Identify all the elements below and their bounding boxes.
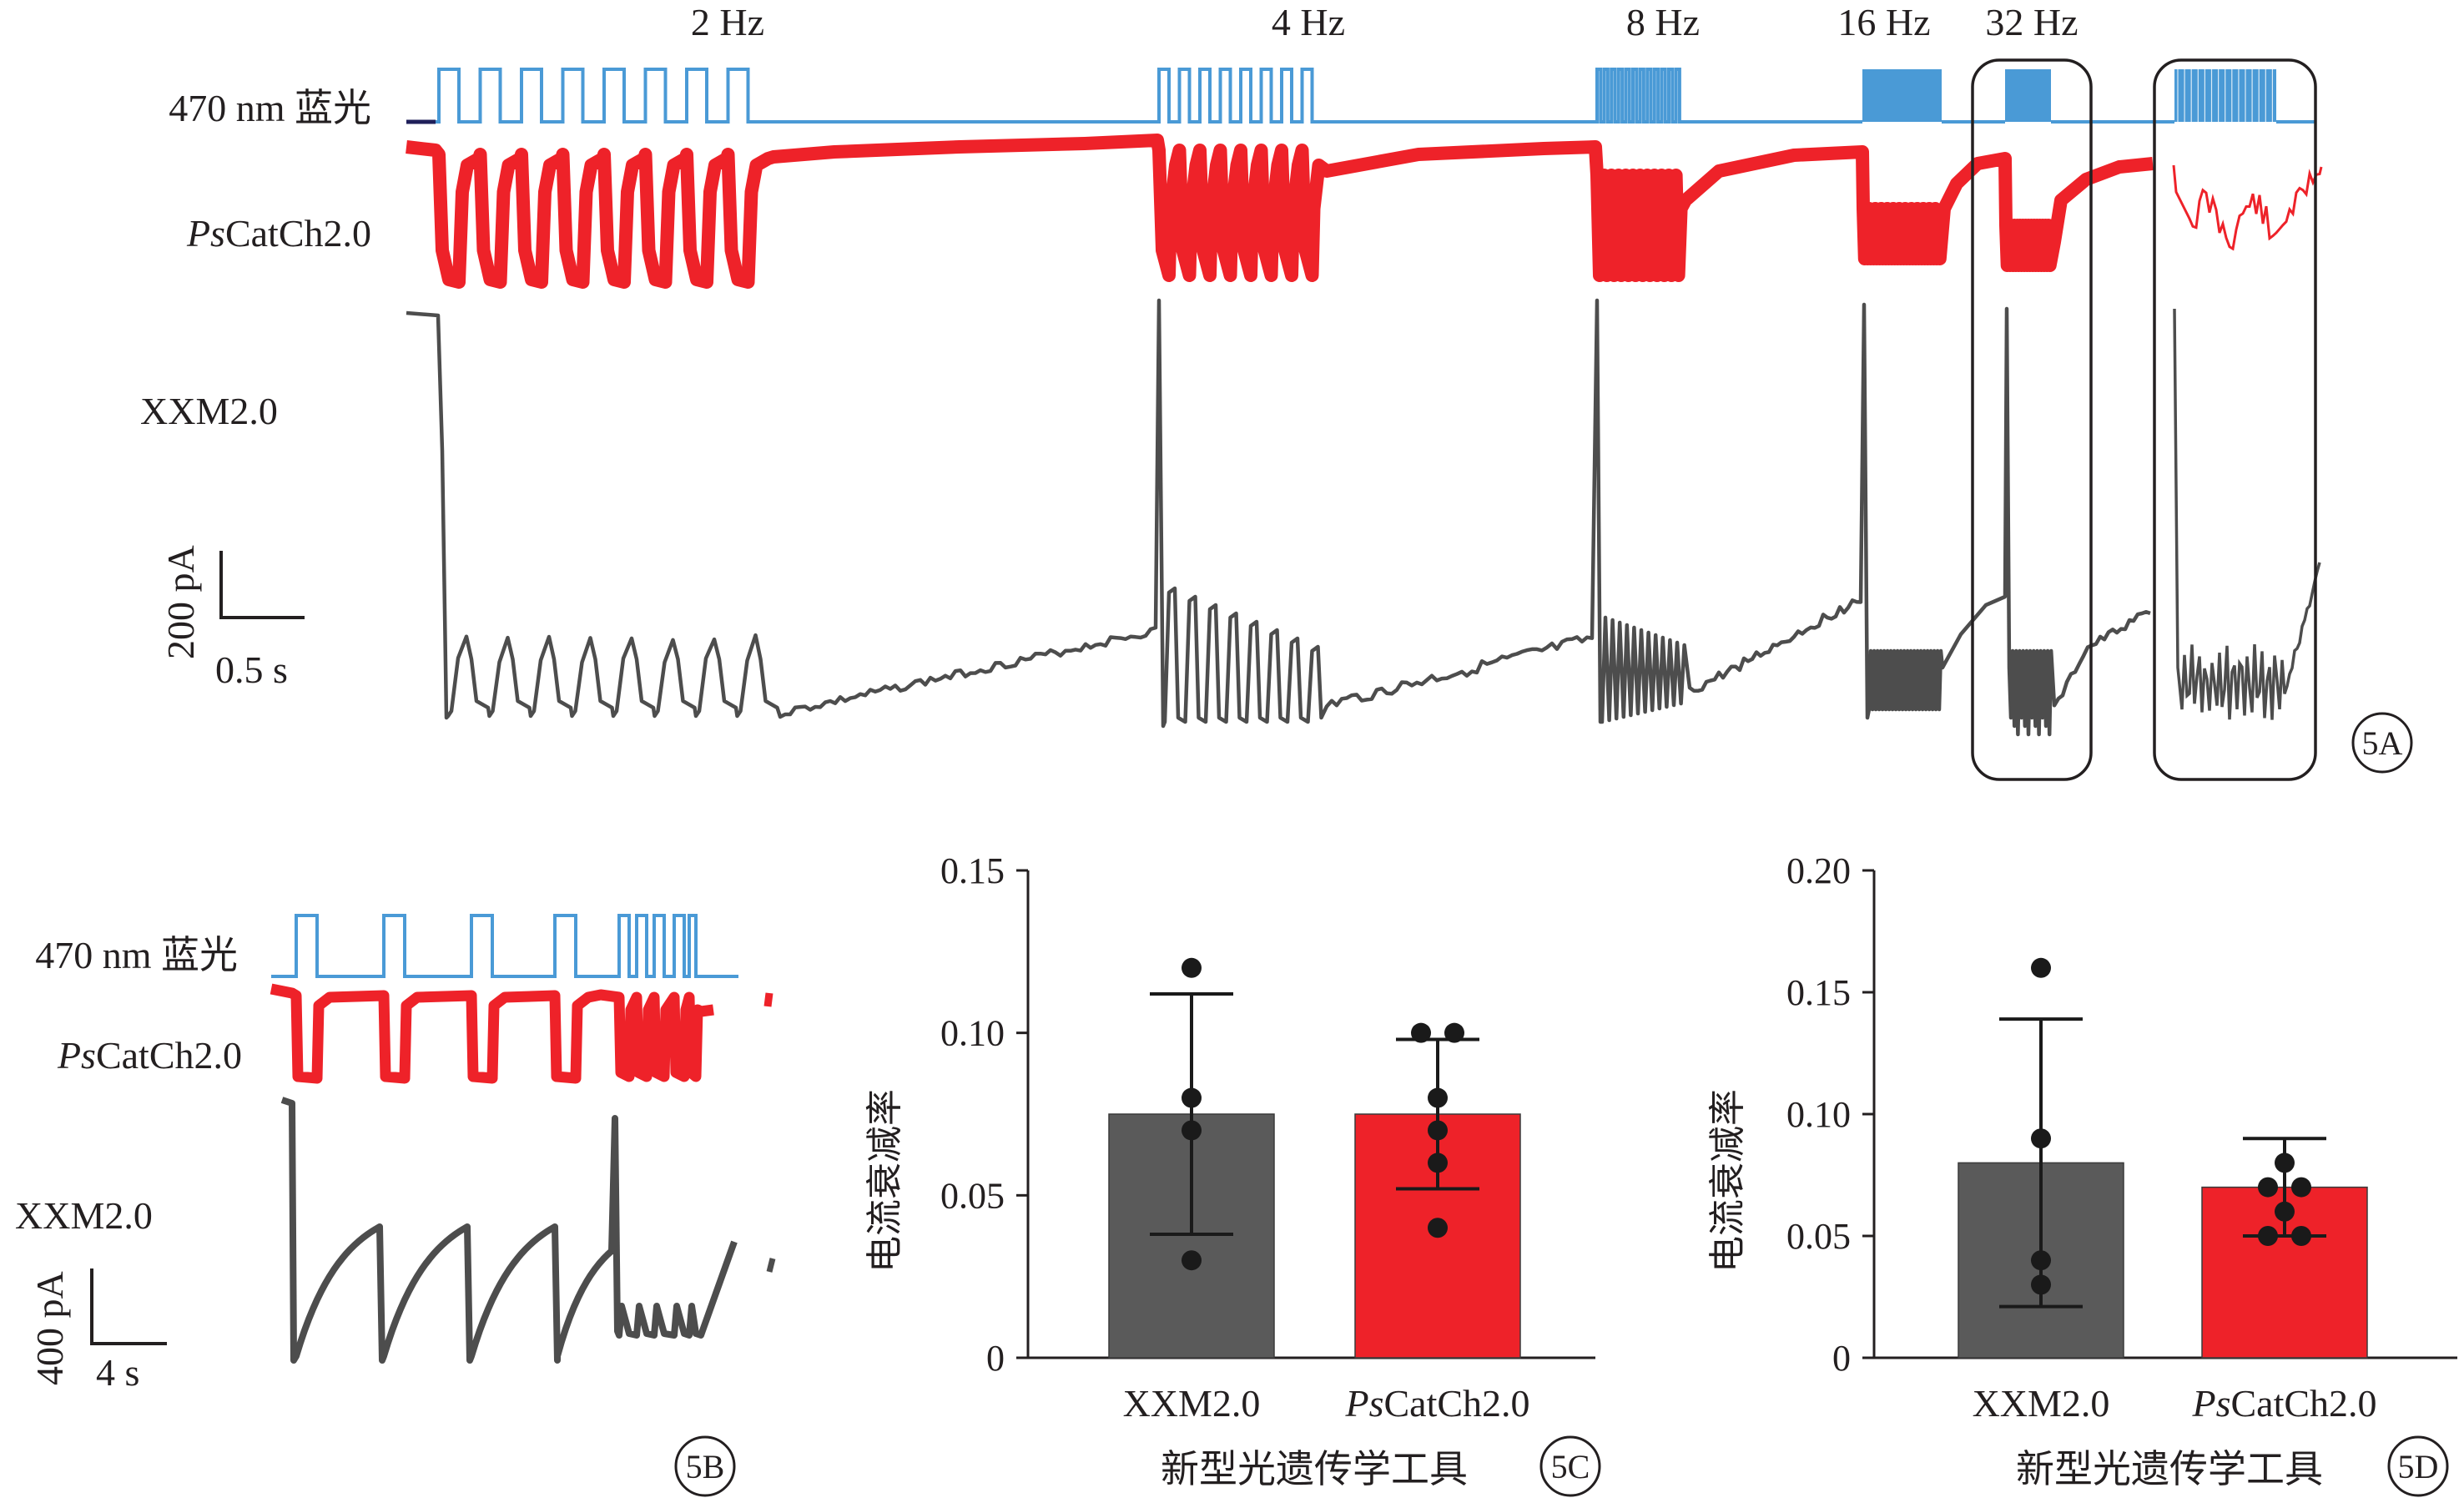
category-italic-prefix: Ps (1344, 1382, 1383, 1425)
data-point (1182, 1120, 1202, 1141)
data-point (2258, 1177, 2278, 1198)
data-point (2031, 1250, 2051, 1271)
category-label: PsCatCh2.0 (1344, 1382, 1529, 1425)
pscatch-trace-zoom (2172, 164, 2323, 251)
panel-label-circle (2387, 1435, 2449, 1497)
xxm-row-label: XXM2.0 (140, 390, 278, 432)
data-point (2258, 1226, 2278, 1246)
y-tick-label: 0.15 (940, 850, 1005, 891)
light-pulse-block (1862, 69, 1942, 122)
y-axis-label: 电流衰减率 (1707, 1089, 1748, 1273)
xxm-current-trace (406, 298, 2321, 737)
data-point (1428, 1087, 1448, 1108)
panel-5b: 470 nm 蓝光 PsCatCh2.0 XXM2.0 400 pA 4 s 5… (15, 914, 776, 1497)
ps-italic-prefix: Ps (186, 212, 225, 255)
y-tick-label: 0.10 (940, 1013, 1005, 1054)
data-point (2275, 1152, 2295, 1173)
panel-label-5a: 5A (2362, 724, 2403, 762)
data-point (2275, 1201, 2295, 1222)
y-tick-label: 0.20 (1786, 850, 1851, 891)
category-label-rest: CatCh2.0 (2230, 1382, 2376, 1425)
data-point (1428, 1218, 1448, 1238)
panel-5c: 电流衰减率 新型光遗传学工具 0 0.05 0.10 0.15 XXM2.0 PsCatC… (864, 850, 1601, 1497)
xxm-trace-line (280, 1097, 738, 1364)
scale-bar (219, 551, 305, 619)
panel-label-circle (1539, 1435, 1601, 1497)
panel-label-circle (674, 1435, 736, 1497)
pscatch-current-trace (406, 134, 2323, 289)
xxm-current-trace (280, 1097, 776, 1364)
data-point (1182, 957, 1202, 978)
pscatch-current-trace (270, 983, 773, 1084)
light-pulse-block (2005, 69, 2051, 122)
y-tick-label: 0.15 (1786, 972, 1851, 1013)
data-point (2031, 957, 2051, 978)
light-stimulus-line (271, 914, 738, 978)
panel-label-circle (2351, 712, 2413, 774)
panel-5d: 电流衰减率 新型光遗传学工具 0 0.05 0.10 0.15 0.20 XXM2.0 Ps… (1707, 850, 2457, 1497)
highlight-box-zoom (2153, 58, 2317, 781)
light-row-label: 470 nm 蓝光 (35, 934, 238, 976)
freq-label-2hz: 2 Hz (691, 1, 764, 43)
panel-5a: 2 Hz 4 Hz 8 Hz 16 Hz 32 Hz 470 nm 蓝光 PsC… (140, 1, 2413, 781)
bar-chart-5d: 0 0.05 0.10 0.15 0.20 XXM2.0 PsCatCh2.0 (1786, 850, 2457, 1425)
xxm-trace-line (406, 298, 2151, 737)
freq-label-4hz: 4 Hz (1272, 1, 1345, 43)
y-tick-label: 0 (986, 1338, 1005, 1379)
category-label: PsCatCh2.0 (2191, 1382, 2376, 1425)
ps-row-label: PsCatCh2.0 (186, 212, 371, 255)
y-axis-label: 电流衰减率 (864, 1089, 905, 1273)
panel-label-5d: 5D (2398, 1448, 2439, 1485)
data-point (1411, 1022, 1431, 1043)
xxm-trace-zoom (2173, 308, 2321, 720)
ps-label-rest: CatCh2.0 (225, 212, 371, 255)
ps-row-label: PsCatCh2.0 (57, 1034, 242, 1077)
ps-italic-prefix: Ps (57, 1034, 96, 1077)
pscatch-trace-line (270, 983, 714, 1084)
light-stimulus-line (436, 68, 1862, 124)
light-stimulus-trace (436, 68, 2315, 124)
freq-label-8hz: 8 Hz (1626, 1, 1700, 43)
x-axis-label: 新型光遗传学工具 (1161, 1448, 1468, 1490)
data-point (2291, 1177, 2311, 1198)
y-tick-label: 0.05 (940, 1175, 1005, 1216)
freq-label-16hz: 16 Hz (1837, 1, 1930, 43)
scale-x-label: 4 s (96, 1351, 139, 1394)
category-italic-prefix: Ps (2191, 1382, 2230, 1425)
panel-label-5c: 5C (1551, 1448, 1590, 1485)
bar-chart-5c: 0 0.05 0.10 0.15 XXM2.0 PsCatCh2.0 (940, 850, 1595, 1425)
data-point (2031, 1274, 2051, 1295)
x-axis-label: 新型光遗传学工具 (2016, 1448, 2323, 1490)
freq-label-32hz: 32 Hz (1985, 1, 2078, 43)
xxm-trace-fragment (766, 1258, 776, 1273)
data-point (1182, 1087, 1202, 1108)
light-stimulus-trace (271, 914, 738, 978)
pscatch-trace-fragment (763, 992, 773, 1007)
data-point (1428, 1152, 1448, 1173)
xxm-row-label: XXM2.0 (15, 1194, 153, 1237)
y-tick-label: 0 (1832, 1338, 1851, 1379)
data-point (1428, 1120, 1448, 1141)
scale-y-label: 200 pA (159, 545, 202, 659)
y-tick-label: 0.10 (1786, 1094, 1851, 1135)
category-label: XXM2.0 (1123, 1382, 1261, 1425)
scale-y-label: 400 pA (28, 1271, 71, 1385)
scale-x-label: 0.5 s (215, 648, 288, 691)
highlight-box-32hz (1971, 58, 2093, 781)
category-label: XXM2.0 (1973, 1382, 2110, 1425)
light-row-label: 470 nm 蓝光 (169, 87, 371, 129)
data-point (2031, 1128, 2051, 1149)
ps-label-rest: CatCh2.0 (96, 1034, 242, 1077)
scale-bar (90, 1268, 167, 1345)
pscatch-trace-line (406, 134, 2154, 289)
panel-label-5b: 5B (686, 1448, 725, 1485)
data-point (1444, 1022, 1464, 1043)
data-point (1182, 1250, 1202, 1271)
data-point (2291, 1226, 2311, 1246)
y-tick-label: 0.05 (1786, 1216, 1851, 1257)
category-label-rest: CatCh2.0 (1383, 1382, 1529, 1425)
